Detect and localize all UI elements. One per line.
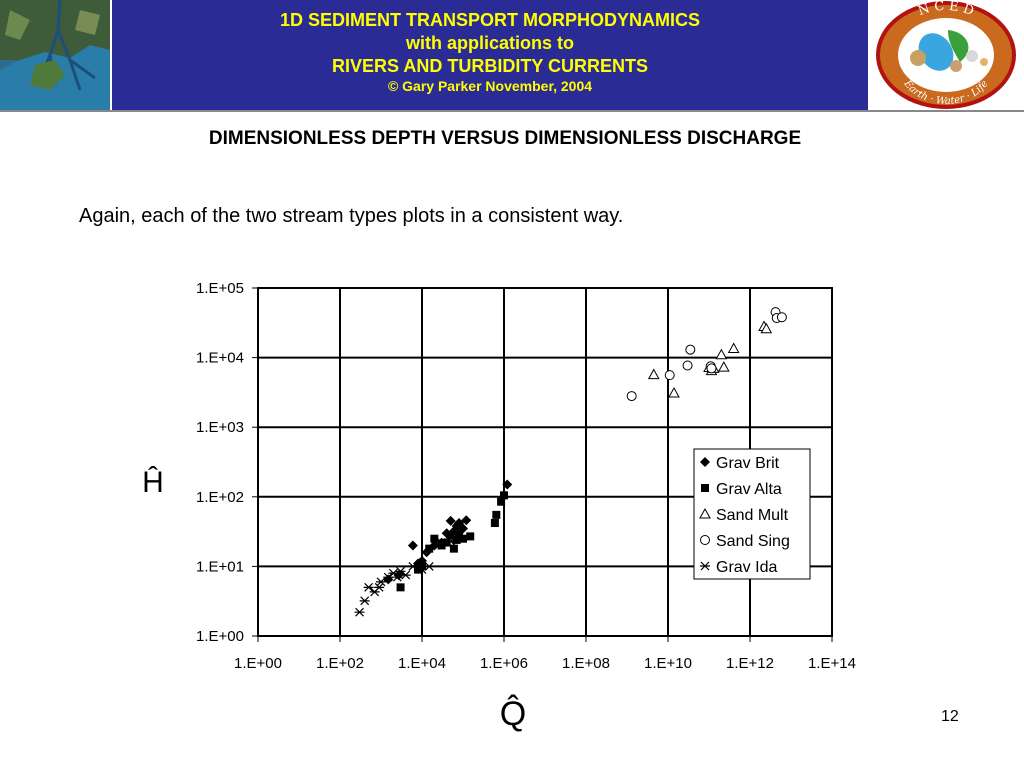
data-point [383, 574, 394, 585]
data-point [502, 479, 513, 490]
data-point [445, 515, 456, 526]
data-point [376, 577, 386, 587]
copyright-text: © Gary Parker November, 2004 [387, 78, 593, 94]
nced-logo: N C E D Earth · Water · Life [868, 0, 1024, 110]
y-axis-label: Ĥ [142, 466, 164, 499]
y-tick-label: 1.E+03 [196, 419, 244, 436]
data-point [383, 572, 394, 582]
data-point [395, 566, 406, 576]
data-point [452, 535, 461, 544]
legend-marker [700, 457, 710, 467]
data-point [706, 363, 717, 374]
legend-marker [699, 507, 711, 519]
data-point [492, 510, 501, 519]
data-point [717, 361, 730, 372]
data-point [727, 342, 740, 354]
y-tick-label: 1.E+02 [196, 489, 244, 506]
data-point [459, 534, 467, 543]
course-title-line1: 1D SEDIMENT TRANSPORT MORPHODYNAMICS [279, 10, 701, 30]
data-point [418, 562, 426, 571]
data-point [396, 583, 405, 592]
data-point [424, 561, 435, 571]
data-point [451, 534, 462, 544]
series-sand-sing [626, 307, 787, 402]
legend-label: Grav Ida [716, 559, 777, 576]
legend-label: Grav Brit [716, 455, 780, 472]
data-point [374, 582, 385, 592]
data-point [442, 538, 451, 547]
x-tick-label: 1.E+10 [644, 655, 692, 672]
x-tick-label: 1.E+04 [398, 655, 446, 672]
data-point [490, 519, 499, 528]
course-title-line2: with applications to [405, 33, 574, 53]
y-tick-label: 1.E+00 [196, 628, 244, 645]
header-bar: 1D SEDIMENT TRANSPORT MORPHODYNAMICS wit… [0, 0, 1024, 112]
y-tick-label: 1.E+01 [196, 558, 244, 575]
title-banner: 1D SEDIMENT TRANSPORT MORPHODYNAMICS wit… [112, 0, 868, 110]
x-tick-label: 1.E+12 [726, 655, 774, 672]
series-grav-ida [354, 534, 462, 617]
header-divider [0, 110, 1024, 112]
data-point [392, 572, 403, 582]
x-tick-label: 1.E+14 [808, 655, 856, 672]
legend-label: Grav Alta [716, 481, 782, 498]
x-tick-label: 1.E+02 [316, 655, 364, 672]
data-point [407, 540, 418, 551]
data-point [466, 532, 475, 541]
data-point [449, 544, 458, 553]
legend-marker [700, 535, 710, 545]
data-point [425, 544, 434, 553]
data-point [407, 561, 418, 571]
data-point [354, 607, 365, 617]
legend-marker [700, 561, 710, 571]
x-tick-label: 1.E+06 [480, 655, 528, 672]
data-point [497, 497, 506, 506]
y-tick-label: 1.E+05 [196, 280, 244, 297]
page-number: 12 [941, 708, 959, 725]
slide-title: DIMENSIONLESS DEPTH VERSUS DIMENSIONLESS… [208, 128, 802, 149]
data-point [668, 386, 680, 398]
data-point [455, 529, 464, 538]
logo-letters: N C E D [916, 0, 976, 19]
legend-marker [701, 484, 709, 492]
river-delta-image [0, 0, 110, 110]
data-point [760, 322, 773, 334]
data-point [664, 370, 675, 381]
data-point [626, 391, 637, 402]
data-point [715, 348, 728, 360]
slide-subtitle: Again, each of the two stream types plot… [79, 205, 624, 227]
data-point [437, 541, 446, 550]
y-tick-label: 1.E+04 [196, 350, 244, 367]
data-point [359, 596, 370, 606]
data-point [500, 491, 508, 500]
legend-box [693, 448, 811, 580]
data-point [682, 360, 693, 371]
data-point [776, 312, 787, 323]
data-point [446, 531, 455, 540]
data-point [436, 538, 447, 547]
data-point [400, 570, 411, 580]
x-axis-label: Q̂ [500, 694, 526, 733]
course-title-line3: RIVERS AND TURBIDITY CURRENTS [331, 56, 649, 76]
data-point [685, 344, 696, 355]
data-point [363, 582, 374, 592]
legend-label: Sand Sing [716, 533, 790, 550]
data-point [461, 515, 472, 526]
x-tick-label: 1.E+08 [562, 655, 610, 672]
legend-label: Sand Mult [716, 507, 789, 524]
data-point [647, 368, 660, 380]
x-tick-label: 1.E+00 [234, 655, 282, 672]
data-point [430, 534, 439, 543]
